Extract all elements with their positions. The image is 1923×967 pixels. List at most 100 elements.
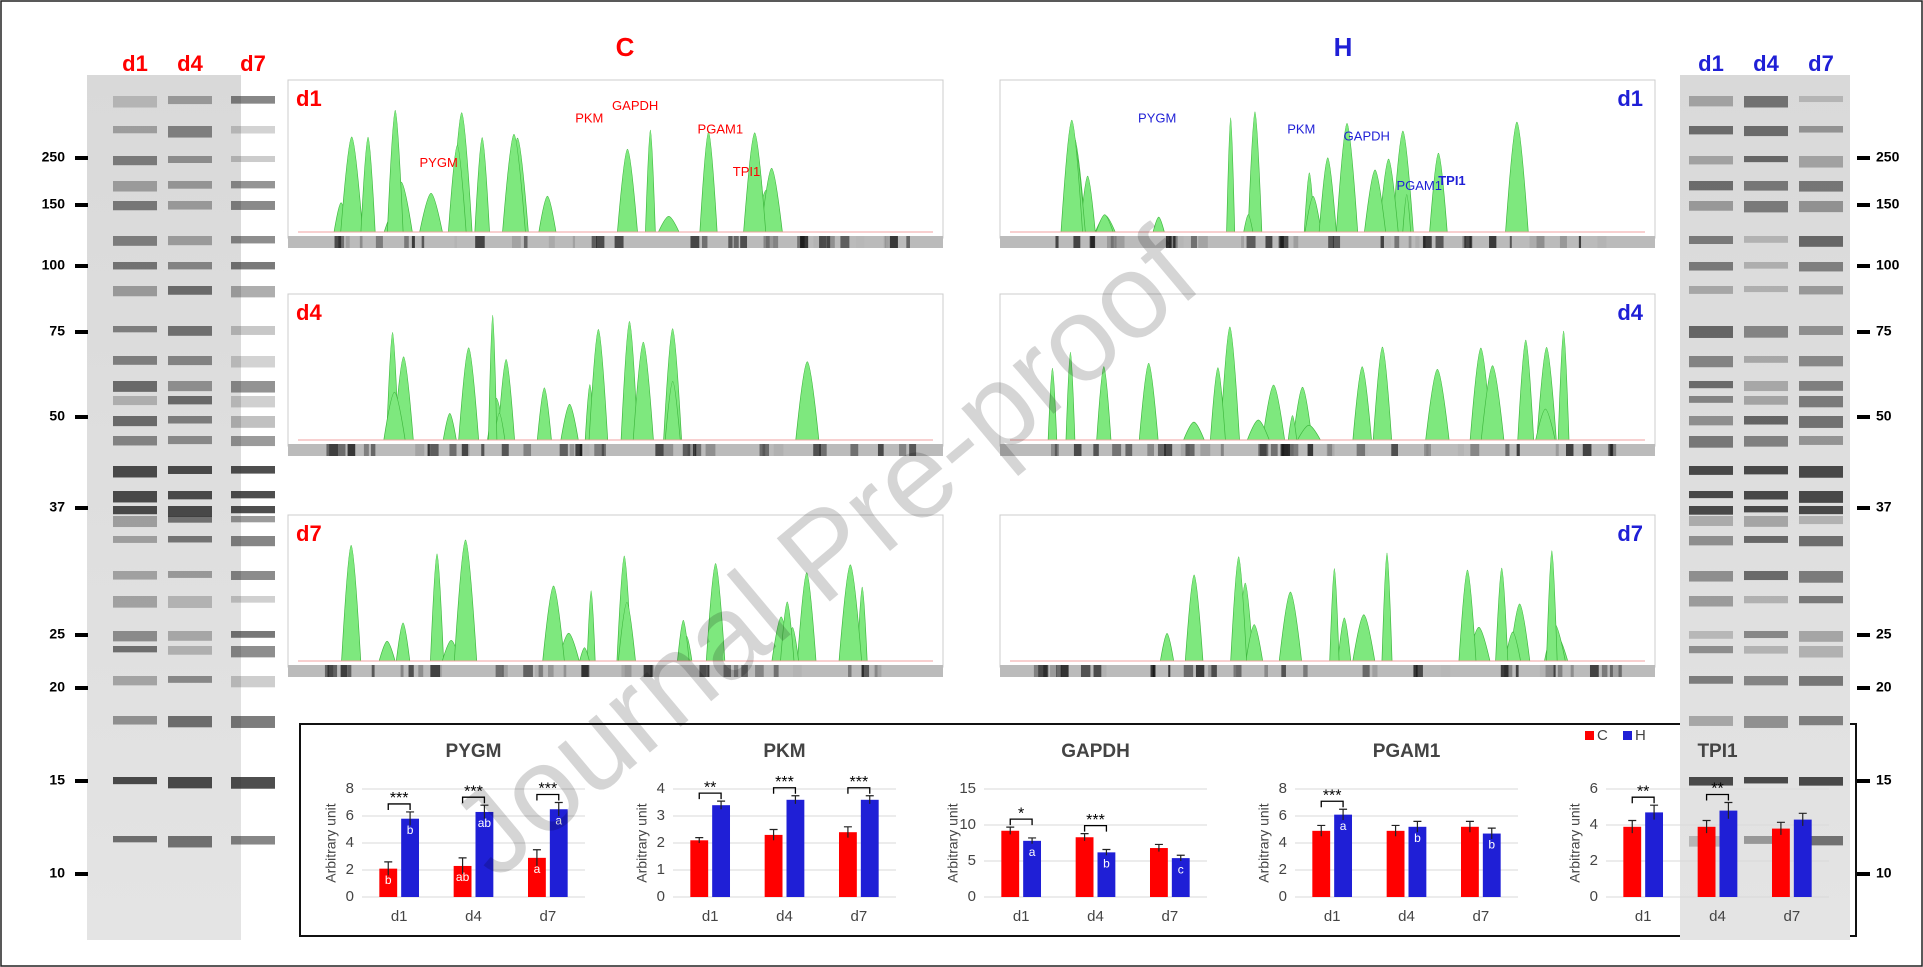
peak <box>378 640 396 662</box>
strip-band <box>1489 236 1497 248</box>
bar <box>786 799 805 897</box>
bar <box>860 799 879 897</box>
strip-band <box>594 444 605 456</box>
gel-band <box>1744 396 1788 405</box>
marker-label: 37 <box>49 499 65 515</box>
gel-band <box>1744 631 1788 639</box>
column-title: C <box>616 32 635 62</box>
gel-band <box>168 631 212 641</box>
peak <box>699 131 718 233</box>
panel-label: d7 <box>1617 521 1643 546</box>
lane-strip <box>288 444 943 456</box>
peak <box>497 359 515 441</box>
strip-band <box>591 236 596 248</box>
peak <box>1335 123 1359 233</box>
peak-label: TPI1 <box>733 164 760 179</box>
peak-label: PGAM1 <box>1396 178 1442 193</box>
strip-band <box>1281 444 1290 456</box>
peak <box>617 148 638 233</box>
strip-band <box>819 236 827 248</box>
peak <box>1247 111 1263 233</box>
gel-band <box>1799 631 1843 642</box>
strip-band <box>359 236 363 248</box>
gel-band <box>168 596 212 608</box>
error-bar <box>1339 808 1348 821</box>
y-tick-label: 6 <box>1590 780 1598 797</box>
strip-band <box>695 444 702 456</box>
strip-band <box>1612 665 1621 677</box>
gel-band <box>1744 506 1788 513</box>
strip-band <box>856 236 864 248</box>
bar <box>1793 819 1812 897</box>
strip-band <box>875 665 878 677</box>
strip-band <box>1264 665 1268 677</box>
gel-band <box>113 596 157 608</box>
strip-band <box>1198 236 1208 248</box>
y-tick-label: 3 <box>657 807 665 824</box>
strip-band <box>1303 665 1308 677</box>
gel-band <box>113 96 157 108</box>
strip-band <box>400 665 404 677</box>
peak <box>1517 339 1535 441</box>
gel-band <box>1744 466 1788 475</box>
error-bar <box>1650 804 1659 820</box>
strip-band <box>327 665 334 677</box>
profile-frame <box>999 514 1656 668</box>
chart-title: TPI1 <box>1697 741 1738 762</box>
strip-band <box>345 236 350 248</box>
strip-band <box>1362 665 1370 677</box>
strip-band <box>1293 236 1299 248</box>
peak <box>395 622 411 662</box>
strip-band <box>663 444 674 456</box>
gel-band <box>1799 516 1843 525</box>
error-bar <box>1317 824 1326 837</box>
peak <box>795 361 820 441</box>
strip-band <box>1200 444 1211 456</box>
strip-band <box>1356 444 1366 456</box>
error-bar <box>791 795 800 804</box>
strip-band <box>773 444 784 456</box>
strip-band <box>1610 444 1613 456</box>
strip-band <box>1177 236 1184 248</box>
strip-band <box>692 444 697 456</box>
peak <box>1096 366 1112 441</box>
y-tick-label: 0 <box>1590 888 1598 905</box>
x-tick-label: d1 <box>702 908 719 925</box>
peak <box>1480 365 1505 441</box>
strip-band <box>324 665 329 677</box>
gel-band <box>168 436 212 445</box>
gel-band <box>1744 416 1788 425</box>
strip-band <box>363 444 369 456</box>
gel-band <box>168 646 212 655</box>
gel-band <box>1744 836 1788 844</box>
strip-band <box>1115 236 1125 248</box>
error-bar <box>1080 833 1089 841</box>
gel-band <box>113 356 157 365</box>
peak <box>1159 633 1175 662</box>
gel-band <box>1689 396 1733 403</box>
gel-band <box>1689 491 1733 499</box>
peak <box>657 215 680 233</box>
y-axis-label: Arbitrary unit <box>1256 803 1272 882</box>
significance: ** <box>1637 783 1649 800</box>
gel-band <box>113 491 157 503</box>
marker-label: 150 <box>42 196 66 212</box>
bar <box>1171 858 1190 897</box>
bar <box>401 818 420 897</box>
y-tick-label: 5 <box>968 852 976 869</box>
strip-band <box>687 444 692 456</box>
bar <box>838 832 857 897</box>
x-tick-label: d4 <box>1709 908 1726 925</box>
strip-band <box>755 665 764 677</box>
strip-band <box>621 665 632 677</box>
strip-band <box>475 236 485 248</box>
peak <box>383 391 406 441</box>
gel-band <box>231 356 275 368</box>
strip-band <box>1289 444 1299 456</box>
gel-band <box>231 262 275 270</box>
strip-band <box>763 236 770 248</box>
peak <box>1184 574 1204 662</box>
bar <box>549 809 568 897</box>
strip-band <box>371 665 375 677</box>
strip-band <box>326 444 330 456</box>
